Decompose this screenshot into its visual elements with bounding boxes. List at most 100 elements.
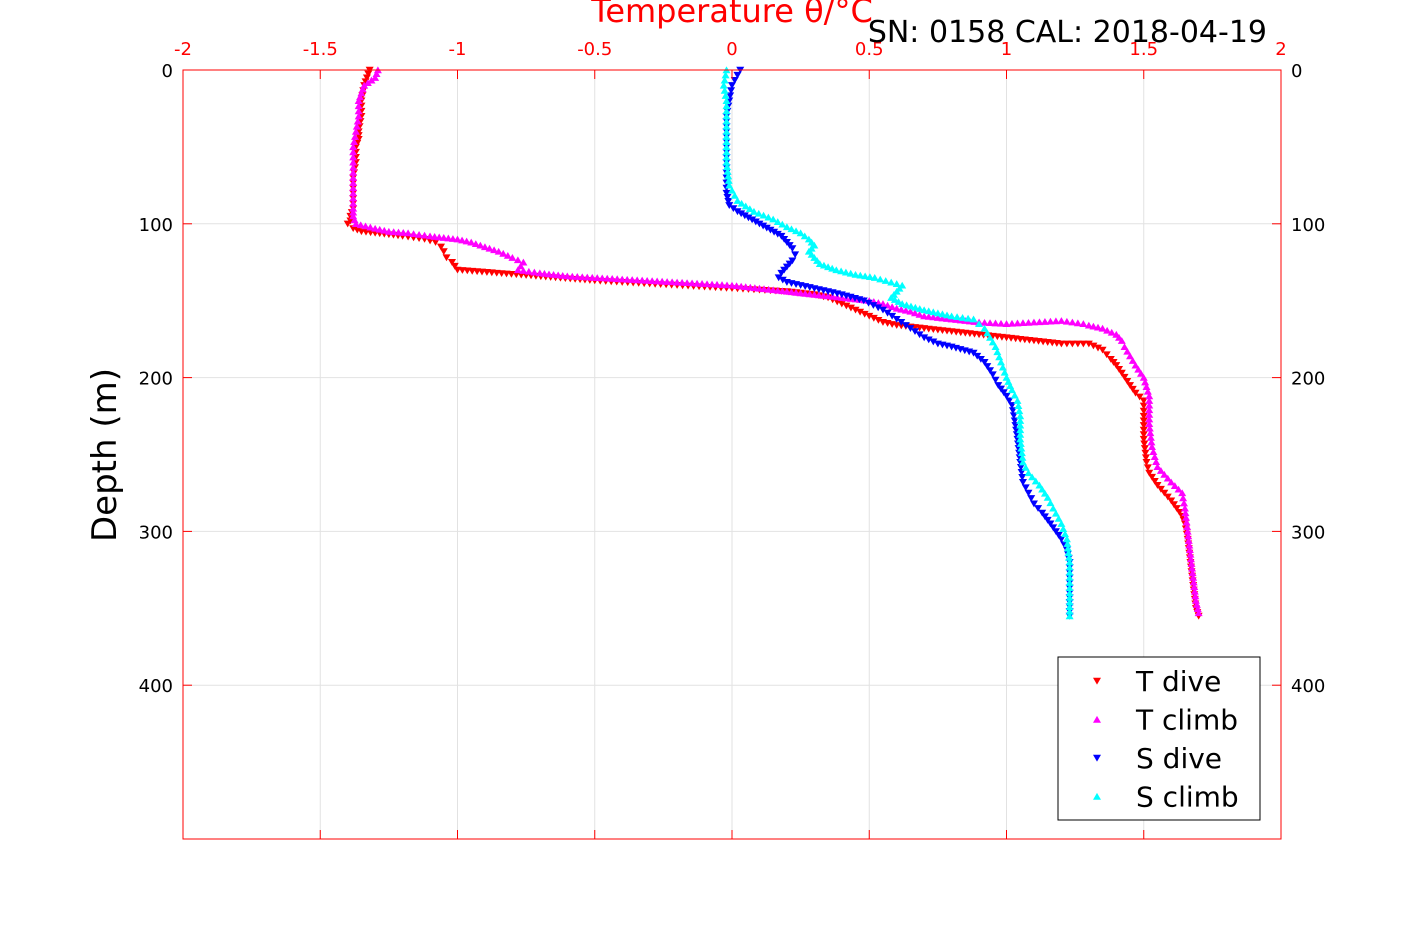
y-tick-label-left: 100 [139, 215, 173, 236]
data-point [733, 208, 742, 216]
data-point [608, 275, 617, 282]
data-point [708, 280, 717, 288]
data-point [730, 77, 739, 84]
data-point [349, 163, 358, 171]
data-point [448, 259, 457, 266]
data-point [864, 299, 873, 307]
data-point [1035, 481, 1044, 489]
data-point [623, 275, 632, 283]
data-point [792, 227, 801, 235]
data-point [1112, 362, 1121, 369]
data-point [1160, 470, 1169, 478]
y-tick-label-right: 100 [1291, 215, 1325, 236]
data-point [688, 279, 697, 287]
data-point [1024, 318, 1033, 326]
data-point [1017, 449, 1026, 457]
x-tick-label: 1 [1001, 39, 1012, 60]
data-point [860, 310, 869, 318]
data-point [778, 220, 787, 228]
data-point [1018, 478, 1027, 486]
data-point [724, 172, 733, 180]
data-point [1191, 592, 1200, 600]
data-point [1145, 469, 1154, 477]
data-point [1084, 340, 1093, 348]
x-tick-label: 2 [1275, 39, 1286, 60]
data-point [720, 86, 729, 94]
data-point [994, 382, 1003, 389]
data-point [1174, 485, 1183, 493]
data-point [892, 304, 901, 312]
data-point [1186, 550, 1195, 558]
data-point [749, 207, 758, 215]
data-point [439, 248, 448, 256]
data-point [722, 158, 731, 166]
data-point [1153, 482, 1162, 489]
data-point [1145, 424, 1154, 432]
data-point [1027, 495, 1036, 502]
data-point [513, 266, 522, 274]
data-point [748, 216, 757, 224]
data-point [924, 307, 933, 315]
data-point [1145, 392, 1154, 400]
data-point [349, 153, 358, 161]
data-point [653, 277, 662, 285]
data-point [901, 306, 910, 314]
data-point [1021, 463, 1030, 471]
data-point [1065, 584, 1074, 591]
x-tick-label: 0 [726, 39, 737, 60]
data-point [1068, 340, 1077, 348]
data-point [876, 275, 885, 283]
data-point [744, 214, 753, 222]
data-point [1128, 357, 1137, 364]
data-point [351, 133, 360, 140]
data-point [874, 316, 883, 324]
data-point [1139, 412, 1148, 420]
x-tick-label: -2 [174, 39, 192, 60]
data-point [349, 194, 358, 202]
data-point [1145, 397, 1154, 404]
data-point [778, 276, 787, 284]
data-point [997, 358, 1006, 366]
data-point [997, 319, 1006, 327]
data-point [1057, 340, 1066, 348]
data-point [986, 319, 995, 327]
series-s-climb [719, 66, 1074, 620]
data-point [490, 246, 499, 254]
data-point [471, 240, 480, 247]
data-point [737, 210, 746, 218]
data-point [508, 254, 517, 261]
data-point [722, 143, 731, 151]
data-point [975, 320, 984, 327]
data-point [352, 122, 361, 130]
data-point [1049, 524, 1058, 532]
data-point [404, 229, 413, 237]
data-point [1046, 317, 1055, 325]
data-point [837, 267, 846, 275]
data-point [1137, 369, 1146, 377]
data-point [1126, 382, 1135, 389]
data-point [721, 92, 730, 99]
data-point [1038, 509, 1047, 517]
data-point [906, 307, 915, 315]
data-point [888, 303, 897, 311]
data-point [1147, 438, 1156, 446]
data-point [1029, 318, 1038, 326]
data-point [603, 274, 612, 282]
data-point [1002, 392, 1011, 400]
data-point [1143, 387, 1152, 395]
data-point [633, 276, 642, 284]
data-point [1163, 493, 1172, 501]
data-point [929, 338, 938, 346]
data-point [350, 138, 359, 145]
data-point [643, 276, 652, 284]
data-point [1018, 458, 1027, 466]
data-point [1117, 369, 1126, 377]
data-point [1034, 505, 1043, 512]
data-point [458, 236, 467, 244]
data-point [933, 309, 942, 317]
data-point [516, 262, 525, 270]
data-point [824, 263, 833, 271]
data-point [988, 338, 997, 346]
data-point [969, 315, 978, 323]
